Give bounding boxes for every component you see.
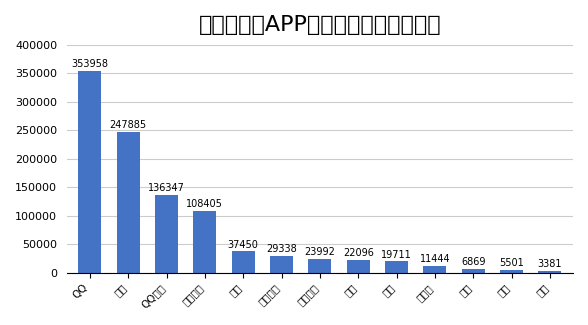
Bar [232, 251, 255, 273]
Text: 5501: 5501 [499, 258, 524, 268]
Text: 19711: 19711 [381, 250, 412, 260]
Bar [385, 262, 408, 273]
Text: 108405: 108405 [186, 199, 223, 209]
Bar [78, 71, 101, 273]
Text: 247885: 247885 [109, 120, 147, 130]
Bar [155, 195, 178, 273]
Title: 热门社交类APP的累计下载量（万次）: 热门社交类APP的累计下载量（万次） [199, 15, 441, 35]
Text: 37450: 37450 [228, 240, 259, 250]
Text: 11444: 11444 [420, 254, 450, 265]
Bar [193, 211, 216, 273]
Bar [462, 269, 485, 273]
Text: 6869: 6869 [461, 257, 486, 267]
Bar [347, 260, 370, 273]
Bar [539, 271, 562, 273]
Bar [500, 269, 523, 273]
Text: 353958: 353958 [71, 59, 108, 70]
Bar [309, 259, 332, 273]
Text: 29338: 29338 [266, 244, 297, 254]
Bar [423, 266, 446, 273]
Bar [116, 132, 140, 273]
Bar [270, 256, 293, 273]
Text: 3381: 3381 [538, 259, 562, 269]
Text: 136347: 136347 [148, 183, 185, 193]
Text: 22096: 22096 [343, 248, 374, 258]
Text: 23992: 23992 [305, 247, 335, 257]
